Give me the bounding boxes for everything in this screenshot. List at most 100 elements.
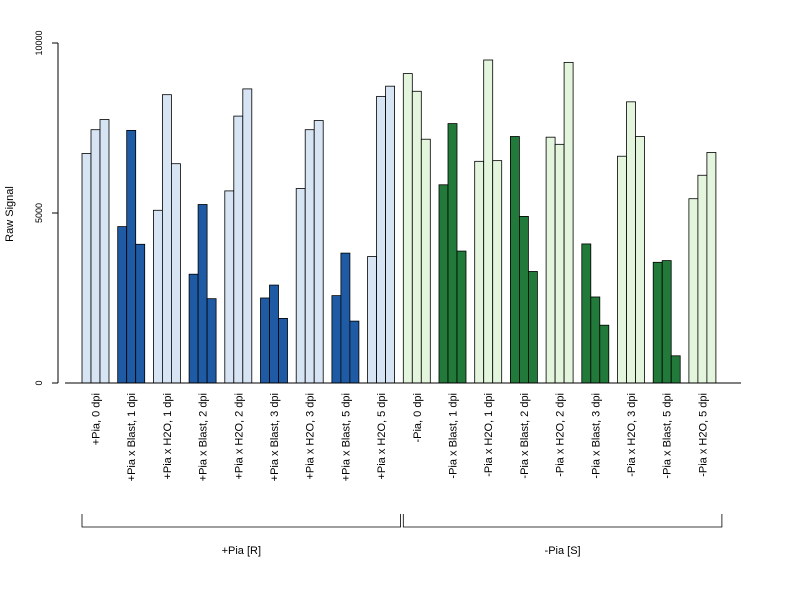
bar (367, 256, 378, 384)
bar (331, 295, 342, 384)
bar-group (331, 252, 360, 384)
bracket-line (402, 514, 723, 528)
bar-group (117, 129, 146, 384)
bar (456, 250, 467, 384)
bar (519, 215, 529, 384)
bar (376, 95, 387, 384)
x-tick-label: +Pia x H2O, 2 dpi (233, 393, 245, 480)
bar (483, 59, 494, 384)
bar (126, 129, 137, 384)
bar (224, 190, 235, 384)
x-tick-label: +Pia x H2O, 3 dpi (305, 393, 317, 480)
bar-group (652, 260, 681, 384)
bar (233, 115, 244, 384)
bar (509, 136, 520, 384)
bar-group (260, 284, 288, 384)
bar (295, 188, 306, 384)
group-bracket: +Pia [R] (81, 514, 401, 557)
bar (385, 85, 396, 384)
bar (269, 284, 279, 384)
x-tick-label: +Pia x Blast, 2 dpi (198, 393, 210, 481)
bar-group (688, 152, 717, 384)
bar (438, 184, 449, 384)
bar (152, 209, 163, 384)
bar-group (438, 123, 467, 384)
x-tick-label: -Pia x Blast, 5 dpi (662, 393, 674, 479)
bar-group (581, 243, 610, 384)
x-tick-label: -Pia x H2O, 3 dpi (626, 393, 638, 477)
x-tick-label: +Pia x H2O, 5 dpi (376, 393, 388, 480)
bar-group (367, 85, 396, 384)
bar (242, 88, 253, 384)
bar-group (474, 59, 503, 384)
bar (474, 160, 485, 384)
bar (135, 243, 146, 384)
bar (590, 296, 601, 384)
x-tick-label: -Pia x H2O, 5 dpi (697, 393, 709, 477)
group-label: -Pia [S] (545, 545, 581, 557)
x-tick-label: -Pia x H2O, 1 dpi (483, 393, 495, 477)
y-tick-label: 5000 (34, 203, 44, 223)
bar (661, 260, 672, 384)
bar (278, 317, 288, 384)
group-bracket: -Pia [S] (402, 514, 723, 557)
bar (670, 355, 681, 384)
bar (313, 120, 324, 384)
bar-group (617, 101, 645, 384)
bar-group (545, 61, 574, 384)
bar (420, 138, 431, 384)
bar (304, 129, 315, 384)
x-tick-label: +Pia, 0 dpi (91, 393, 103, 445)
bar (188, 273, 199, 384)
y-axis: 0 5000 10000 (34, 30, 59, 386)
x-tick-label: -Pia x H2O, 2 dpi (555, 393, 567, 477)
bar (688, 198, 699, 384)
y-tick-label: 0 (34, 380, 44, 385)
bar (563, 61, 574, 384)
bar-group (402, 73, 431, 384)
bar (206, 298, 217, 384)
bar (554, 143, 565, 384)
bar (99, 119, 110, 384)
bar (340, 252, 351, 384)
bar (617, 155, 627, 384)
bar-group (152, 94, 181, 384)
bar (545, 136, 556, 384)
x-tick-label: -Pia x Blast, 2 dpi (519, 393, 531, 479)
x-tick-label: +Pia x Blast, 3 dpi (269, 393, 281, 481)
bar (117, 226, 128, 384)
category-labels: +Pia, 0 dpi +Pia x Blast, 1 dpi +Pia x H2O… (91, 393, 710, 481)
bar-group (224, 88, 253, 384)
group-brackets: +Pia [R] -Pia [S] (81, 514, 723, 557)
bar (697, 174, 708, 384)
y-tick-label: 10000 (34, 30, 44, 55)
group-label: +Pia [R] (222, 545, 261, 557)
bracket-line (81, 514, 401, 528)
bar-group (295, 120, 324, 384)
bar (706, 152, 717, 384)
bar-group (509, 136, 538, 384)
y-axis-label: Raw Signal (4, 186, 16, 242)
bar (599, 324, 610, 384)
bar (197, 204, 208, 384)
bar (161, 94, 172, 384)
bar (170, 163, 181, 384)
bar-group (81, 119, 110, 384)
bar (402, 73, 413, 384)
bar (492, 160, 503, 384)
bar-group (188, 204, 217, 384)
x-tick-label: -Pia, 0 dpi (412, 393, 424, 443)
bar (260, 297, 270, 384)
bar (626, 101, 636, 384)
x-tick-label: +Pia x Blast, 5 dpi (340, 393, 352, 481)
bar (349, 320, 360, 384)
bar (528, 271, 538, 384)
x-tick-label: -Pia x Blast, 3 dpi (590, 393, 602, 479)
bar (652, 261, 663, 384)
x-tick-label: +Pia x Blast, 1 dpi (126, 393, 138, 481)
bar (411, 90, 422, 384)
bar (635, 136, 645, 384)
bar (581, 243, 592, 384)
